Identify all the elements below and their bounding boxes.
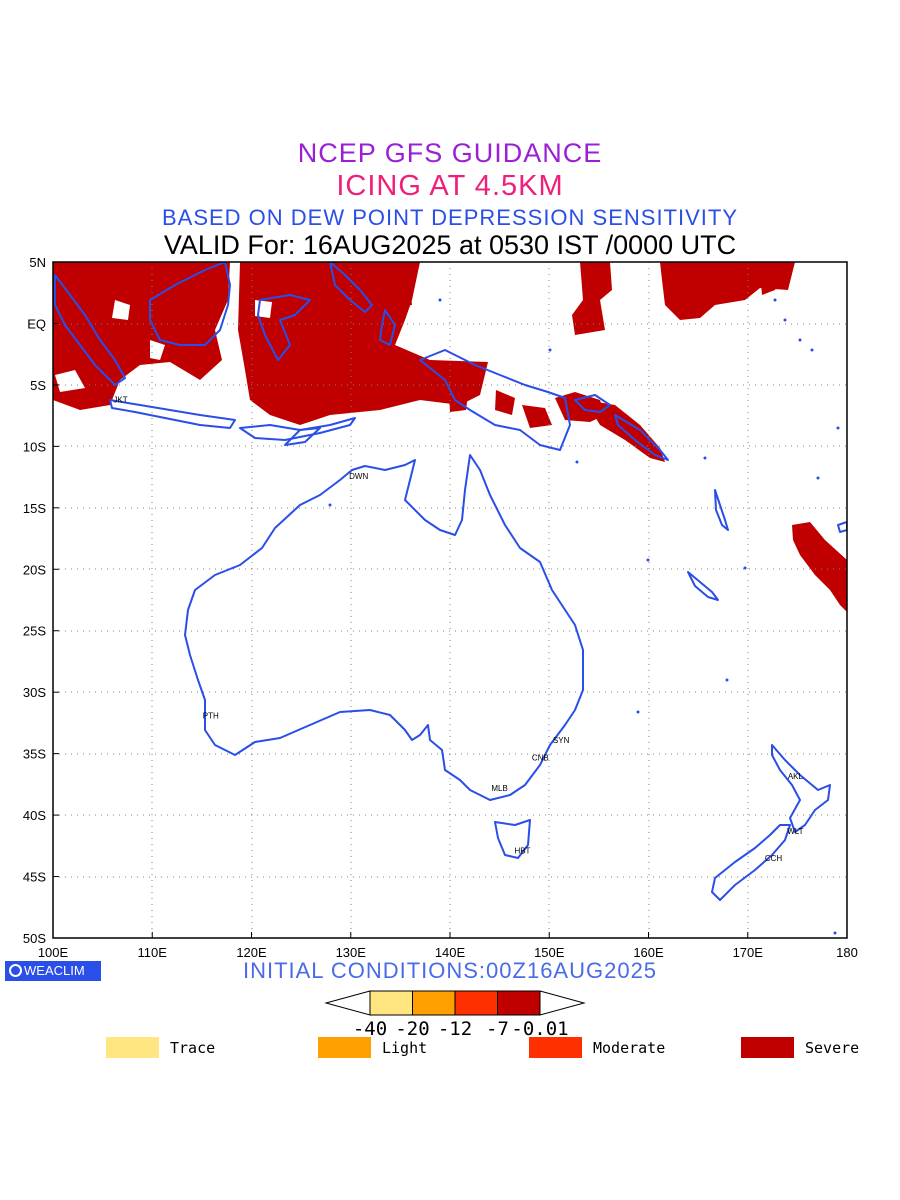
coast-solomons: [614, 414, 669, 461]
axis-ticks: [52, 261, 848, 939]
city-label: HBT: [514, 847, 530, 856]
legend-swatch-severe: [741, 1037, 794, 1058]
colorbar-tick: -7: [486, 1018, 509, 1040]
colorbar-tick: -20: [395, 1018, 429, 1040]
coast-nz-south: [711, 824, 791, 901]
weaclim-logo: WEACLIM: [5, 961, 101, 981]
title-valid-time: VALID For: 16AUG2025 at 0530 IST /0000 U…: [163, 230, 737, 260]
coast-lesser-sunda: [239, 417, 356, 441]
colorbar-swatch: [454, 990, 498, 1016]
legend-label-trace: Trace: [170, 1039, 216, 1057]
coast-borneo: [149, 262, 231, 346]
lat-label: 45S: [23, 870, 46, 885]
colorbar-tick: -12: [438, 1018, 472, 1040]
colorbar-swatch: [412, 990, 456, 1016]
colorbar-tick-labels: -40 -20 -12 -7 -0.01: [353, 1018, 569, 1040]
title-method: BASED ON DEW POINT DEPRESSION SENSITIVIT…: [161, 205, 739, 230]
lat-label: 15S: [23, 501, 46, 516]
lon-label: 160E: [633, 945, 664, 960]
severe-icing-areas: [53, 262, 847, 612]
city-label: CCH: [765, 854, 783, 863]
coast-vanuatu: [714, 489, 729, 531]
lon-label: 170E: [733, 945, 764, 960]
city-label: CNB: [532, 753, 549, 762]
coast-nz-north: [771, 744, 831, 833]
legend-label-severe: Severe: [805, 1039, 860, 1057]
title-product: ICING AT 4.5KM: [336, 170, 564, 202]
lon-label: 100E: [38, 945, 69, 960]
lat-label: 25S: [23, 624, 46, 639]
colorbar-swatch: [497, 990, 541, 1016]
coast-tasmania: [494, 819, 531, 859]
coast-australia: [184, 454, 584, 801]
latitude-labels: 5N EQ 5S 10S 15S 20S 25S 30S 35S 40S 45S 50S: [23, 255, 46, 946]
lat-label: 40S: [23, 808, 46, 823]
coast-halmahera: [379, 309, 396, 346]
colorbar-tick: -0.01: [511, 1018, 568, 1040]
coast-fiji: [837, 521, 847, 533]
legend-swatch-moderate: [529, 1037, 582, 1058]
lon-label: 120E: [236, 945, 267, 960]
lon-label: 130E: [336, 945, 367, 960]
coast-new-caledonia: [687, 571, 719, 601]
lon-label: 180: [836, 945, 858, 960]
city-label: DWN: [349, 472, 368, 481]
lat-label: 5S: [30, 378, 46, 393]
coast-new-britain: [574, 394, 611, 413]
city-label: SYN: [553, 736, 570, 745]
lat-label: 10S: [23, 439, 46, 454]
city-label: MLB: [491, 784, 507, 793]
copyright-icon: [9, 964, 22, 977]
colorbar-swatch: [369, 990, 413, 1016]
lat-label: 35S: [23, 747, 46, 762]
coast-java: [109, 399, 236, 429]
lat-label: EQ: [27, 316, 46, 331]
city-labels: JKT DWN PTH SYN CNB MLB HBT AKL WLT CCH: [113, 396, 803, 863]
initial-conditions: INITIAL CONDITIONS:00Z16AUG2025: [242, 958, 658, 983]
lat-label: 5N: [29, 255, 46, 270]
colorbar-tick: -40: [353, 1018, 387, 1040]
legend-label-light: Light: [382, 1039, 428, 1057]
colorbar-right-arrow: [539, 990, 586, 1016]
lon-label: 110E: [138, 945, 168, 960]
coast-new-guinea: [419, 349, 571, 451]
legend-label-moderate: Moderate: [593, 1039, 666, 1057]
city-label: PTH: [203, 712, 219, 721]
coastlines: [54, 262, 847, 901]
logo-text: WEACLIM: [24, 963, 85, 978]
coast-sumatra: [54, 274, 126, 386]
colorbar-left-arrow: [324, 990, 371, 1016]
coast-timor: [284, 427, 321, 446]
coast-mindanao: [329, 262, 373, 313]
coast-sulawesi: [257, 294, 311, 361]
lat-label: 20S: [23, 562, 46, 577]
longitude-labels: 100E 110E 120E 130E 140E 150E 160E 170E 180: [38, 945, 858, 960]
title-model: NCEP GFS GUIDANCE: [297, 138, 603, 168]
small-islands: [328, 298, 840, 935]
lat-label: 50S: [23, 931, 46, 946]
lon-label: 150E: [534, 945, 565, 960]
legend-swatch-trace: [106, 1037, 159, 1058]
city-label: AKL: [788, 772, 804, 781]
lat-label: 30S: [23, 685, 46, 700]
city-label: JKT: [113, 396, 127, 405]
lon-label: 140E: [435, 945, 466, 960]
legend-swatch-light: [318, 1037, 371, 1058]
city-label: WLT: [787, 827, 803, 836]
